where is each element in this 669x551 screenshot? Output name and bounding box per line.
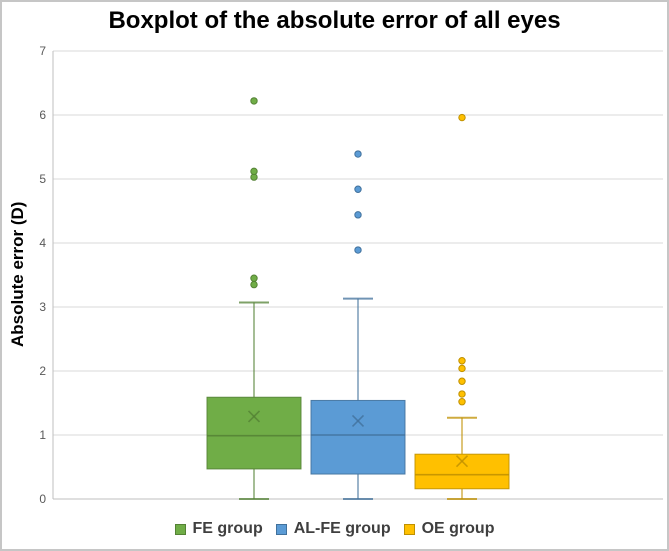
y-tick-label: 6 [39, 108, 46, 122]
legend-item-fe-group: FE group [174, 520, 263, 538]
y-tick-label: 2 [39, 364, 46, 378]
y-tick-label: 5 [39, 172, 46, 186]
y-axis-title: Absolute error (D) [8, 201, 27, 347]
box [206, 396, 302, 470]
outlier-point [354, 185, 362, 193]
y-tick-label: 1 [39, 428, 46, 442]
outlier-point [250, 97, 258, 105]
outlier-point [458, 357, 466, 365]
legend-swatch-al-fe-icon [275, 523, 287, 535]
legend-item-oe-group: OE group [403, 520, 495, 538]
y-tick-label: 0 [39, 492, 46, 506]
mean-marker [351, 414, 365, 427]
mean-marker [247, 410, 261, 423]
box-series-oe-group [414, 113, 510, 500]
y-tick-label: 3 [39, 300, 46, 314]
legend-item-al-fe-group: AL-FE group [275, 520, 391, 538]
legend: FE group AL-FE group OE group [2, 515, 667, 543]
box [310, 399, 406, 475]
mean-marker [455, 455, 469, 468]
outlier-point [354, 211, 362, 219]
box-series-al-fe-group [310, 150, 406, 500]
legend-swatch-fe-icon [174, 523, 186, 535]
outlier-point [458, 390, 466, 398]
outlier-point [354, 246, 362, 254]
legend-swatch-oe-icon [403, 523, 415, 535]
outlier-point [458, 398, 466, 406]
chart-title: Boxplot of the absolute error of all eye… [108, 7, 561, 34]
box [414, 453, 510, 490]
legend-label-fe-group: FE group [192, 520, 263, 537]
outlier-point [250, 274, 258, 282]
outlier-point [250, 167, 258, 176]
outlier-point [458, 377, 466, 385]
legend-label-oe-group: OE group [421, 520, 495, 537]
legend-label-al-fe-group: AL-FE group [293, 520, 391, 537]
outlier-point [354, 150, 362, 158]
y-tick-label: 7 [39, 44, 46, 58]
outlier-point [458, 113, 466, 122]
box-series-fe-group [206, 97, 302, 500]
outlier-point [458, 364, 466, 373]
y-tick-label: 4 [39, 236, 46, 250]
outlier-point [250, 280, 258, 289]
